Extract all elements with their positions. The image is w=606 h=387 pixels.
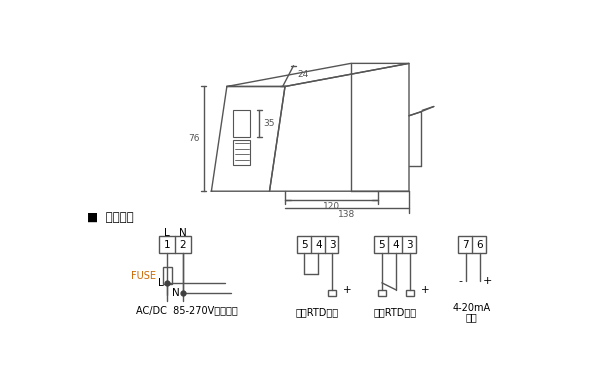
Text: N: N [179, 228, 187, 238]
Text: 5: 5 [379, 240, 385, 250]
Text: +: + [421, 285, 429, 295]
Text: 2: 2 [179, 240, 186, 250]
Bar [159, 236, 191, 253]
Text: 6: 6 [476, 240, 483, 250]
Text: 4: 4 [315, 240, 322, 250]
Text: 76: 76 [188, 134, 200, 143]
Text: L: L [164, 228, 170, 238]
Text: 输出: 输出 [466, 312, 478, 322]
Text: L: L [158, 278, 164, 288]
Text: 138: 138 [338, 210, 356, 219]
Text: 4: 4 [393, 240, 399, 250]
Text: N: N [172, 288, 179, 298]
Bar [164, 267, 172, 284]
Bar [406, 290, 414, 296]
Text: 24: 24 [298, 70, 308, 79]
Text: 35: 35 [263, 119, 275, 128]
Text: +: + [343, 285, 351, 295]
Text: FUSE: FUSE [132, 271, 156, 281]
Bar [374, 236, 416, 253]
Bar [328, 290, 336, 296]
Text: 3: 3 [407, 240, 413, 250]
Text: -: - [459, 276, 462, 286]
Text: 7: 7 [462, 240, 469, 250]
Text: +: + [482, 276, 492, 286]
Text: 5: 5 [301, 240, 308, 250]
Text: 4-20mA: 4-20mA [453, 303, 491, 313]
Text: AC/DC  85-270V辅助电源: AC/DC 85-270V辅助电源 [136, 306, 238, 315]
Bar [233, 110, 250, 137]
Text: 1: 1 [164, 240, 170, 250]
Text: 3: 3 [329, 240, 336, 250]
Bar [296, 236, 339, 253]
Bar [458, 236, 486, 253]
Text: ■  接线方式: ■ 接线方式 [87, 211, 134, 224]
Text: 三线RTD输入: 三线RTD输入 [373, 307, 416, 317]
Text: 120: 120 [323, 202, 340, 211]
Bar [378, 290, 386, 296]
Bar [233, 140, 250, 165]
Text: 二线RTD输入: 二线RTD输入 [296, 307, 339, 317]
